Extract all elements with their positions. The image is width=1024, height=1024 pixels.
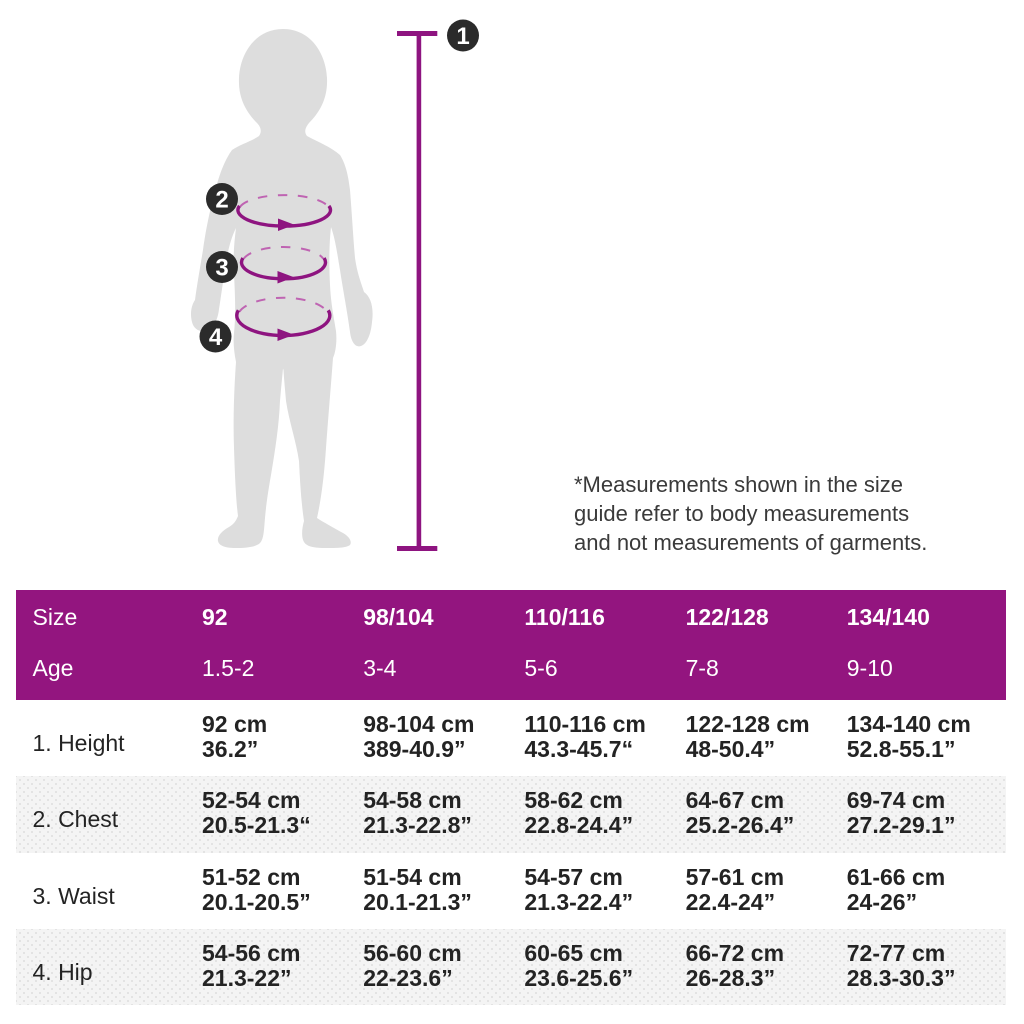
svg-text:1: 1: [456, 23, 469, 50]
svg-text:3: 3: [215, 255, 228, 282]
svg-text:2: 2: [215, 187, 228, 214]
svg-text:4: 4: [209, 324, 223, 351]
